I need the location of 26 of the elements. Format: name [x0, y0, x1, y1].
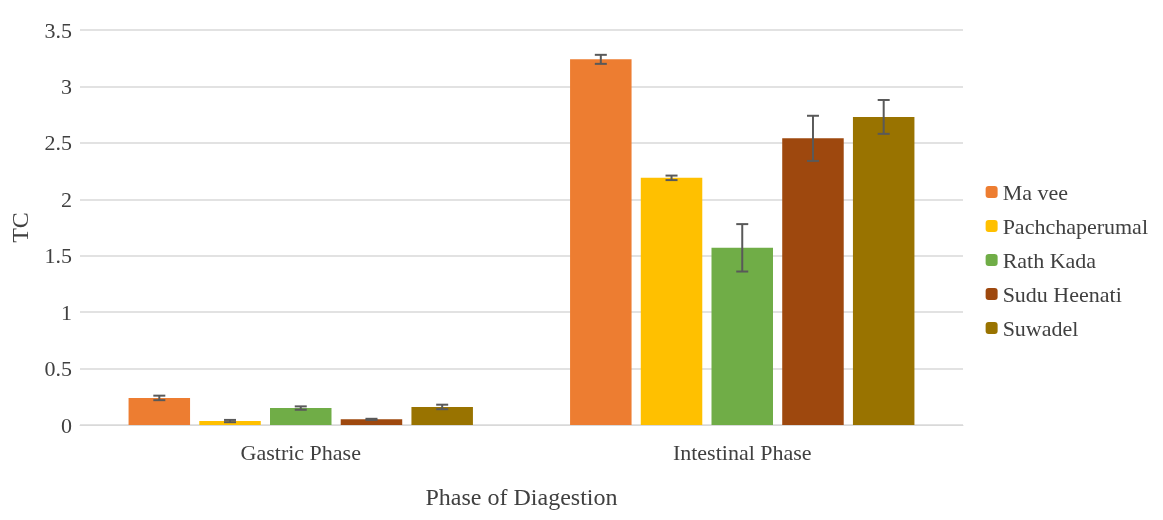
bar: [782, 138, 844, 425]
y-tick-label: 2: [61, 186, 72, 212]
legend-label: Sudu Heenati: [1002, 281, 1122, 307]
legend-label: Suwadel: [1002, 315, 1079, 341]
bar: [340, 419, 403, 425]
bar: [270, 408, 332, 425]
legend-label: Pachchaperumal: [1002, 213, 1148, 239]
bar: [570, 59, 632, 425]
y-tick-label: 0: [61, 412, 72, 438]
legend-label: Ma vee: [1002, 179, 1068, 205]
y-axis-title: TC: [7, 212, 33, 243]
bar: [640, 177, 703, 425]
y-tick-label: 1: [61, 299, 72, 325]
bar: [852, 116, 915, 425]
y-tick-label: 1.5: [44, 243, 72, 269]
bar: [711, 247, 773, 425]
y-tick-label: 3.5: [44, 17, 72, 43]
y-tick-label: 0.5: [44, 356, 72, 382]
x-tick-label: Intestinal Phase: [672, 439, 812, 465]
bar: [411, 406, 473, 425]
bar: [128, 397, 191, 425]
x-tick-label: Gastric Phase: [240, 439, 361, 465]
legend-label: Rath Kada: [1002, 247, 1097, 273]
x-axis-title: Phase of Diagestion: [425, 484, 618, 510]
y-tick-label: 3: [61, 73, 72, 99]
y-tick-label: 2.5: [44, 130, 72, 156]
